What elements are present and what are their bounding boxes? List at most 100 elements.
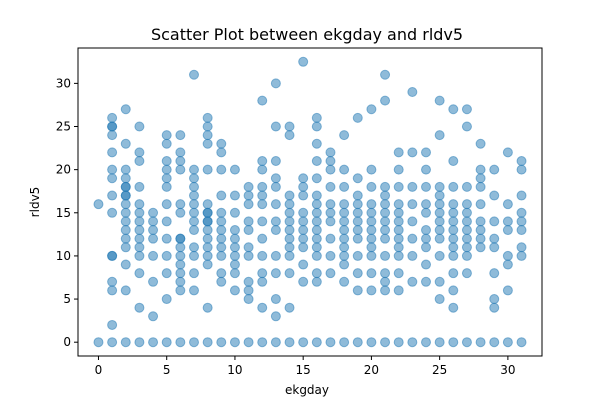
scatter-point (161, 268, 172, 279)
scatter-point (284, 199, 295, 210)
scatter-point (311, 112, 322, 123)
scatter-point (407, 216, 418, 227)
scatter-point (202, 164, 213, 175)
scatter-point (270, 268, 281, 279)
scatter-point (393, 199, 404, 210)
scatter-point (448, 242, 459, 253)
scatter-point (257, 250, 268, 261)
scatter-point (284, 216, 295, 227)
scatter-point (175, 147, 186, 158)
scatter-point (475, 337, 486, 348)
scatter-point (421, 337, 431, 348)
scatter-point (107, 112, 118, 123)
scatter-point (502, 199, 513, 210)
scatter-point (270, 294, 281, 305)
scatter-point (448, 285, 459, 296)
scatter-point (393, 268, 404, 279)
scatter-point (229, 285, 240, 296)
scatter-point (461, 225, 472, 236)
scatter-point (189, 181, 199, 192)
scatter-point (216, 164, 227, 175)
y-axis-label: rldv5 (28, 187, 42, 218)
chart-title: Scatter Plot between ekgday and rldv5 (151, 25, 463, 44)
scatter-point (202, 199, 213, 210)
scatter-point (434, 294, 445, 305)
y-tick-label: 10 (56, 249, 71, 263)
scatter-point (189, 207, 199, 218)
scatter-point (339, 216, 350, 227)
scatter-point (298, 216, 309, 227)
scatter-point (243, 294, 254, 305)
scatter-point (325, 207, 336, 218)
scatter-point (421, 233, 431, 244)
scatter-point (366, 250, 377, 261)
scatter-point (134, 121, 145, 132)
scatter-point (107, 319, 118, 330)
scatter-point (434, 276, 445, 287)
scatter-point (489, 190, 500, 201)
scatter-point (461, 242, 472, 253)
scatter-point (461, 337, 472, 348)
scatter-point (243, 337, 254, 348)
scatter-point (448, 181, 459, 192)
scatter-point (380, 337, 391, 348)
scatter-point (107, 337, 118, 348)
scatter-point (339, 164, 350, 175)
scatter-point (298, 242, 309, 253)
scatter-point (175, 233, 186, 244)
scatter-point (339, 233, 350, 244)
scatter-point (311, 138, 322, 149)
scatter-point (325, 156, 336, 167)
scatter-point (216, 147, 227, 158)
scatter-point (393, 233, 404, 244)
scatter-point (189, 190, 199, 201)
scatter-point (366, 207, 377, 218)
scatter-point (516, 207, 527, 218)
scatter-point (352, 285, 363, 296)
scatter-point (120, 259, 131, 270)
scatter-point (380, 69, 391, 80)
scatter-point (161, 294, 172, 305)
scatter-point (339, 181, 350, 192)
scatter-point (407, 250, 418, 261)
scatter-point (243, 216, 254, 227)
scatter-point (325, 233, 336, 244)
scatter-point (339, 130, 350, 141)
scatter-point (448, 250, 459, 261)
scatter-point (270, 121, 281, 132)
scatter-point (216, 268, 227, 279)
scatter-point (475, 225, 486, 236)
scatter-point (461, 233, 472, 244)
scatter-point (229, 250, 240, 261)
scatter-point (202, 130, 213, 141)
scatter-point (134, 337, 145, 348)
scatter-point (161, 181, 172, 192)
scatter-point (407, 147, 418, 158)
x-tick-label: 5 (163, 363, 171, 377)
scatter-point (202, 250, 213, 261)
scatter-point (325, 250, 336, 261)
scatter-point (107, 250, 118, 261)
scatter-point (243, 276, 254, 287)
scatter-point (475, 199, 486, 210)
scatter-point (421, 164, 431, 175)
scatter-point (434, 199, 445, 210)
scatter-point (489, 233, 500, 244)
scatter-point (298, 181, 309, 192)
scatter-point (107, 130, 118, 141)
scatter-point (352, 190, 363, 201)
scatter-point (475, 173, 486, 184)
scatter-point (380, 250, 391, 261)
scatter-point (175, 285, 186, 296)
scatter-point (489, 164, 500, 175)
scatter-point (393, 216, 404, 227)
scatter-point (120, 181, 131, 192)
scatter-point (311, 199, 322, 210)
scatter-point (202, 233, 213, 244)
scatter-point (243, 250, 254, 261)
scatter-point (270, 78, 281, 89)
y-axis-ticks: 0 5 10 15 20 25 30 (56, 76, 78, 349)
scatter-point (352, 337, 363, 348)
scatter-point (257, 268, 268, 279)
scatter-point (284, 268, 295, 279)
